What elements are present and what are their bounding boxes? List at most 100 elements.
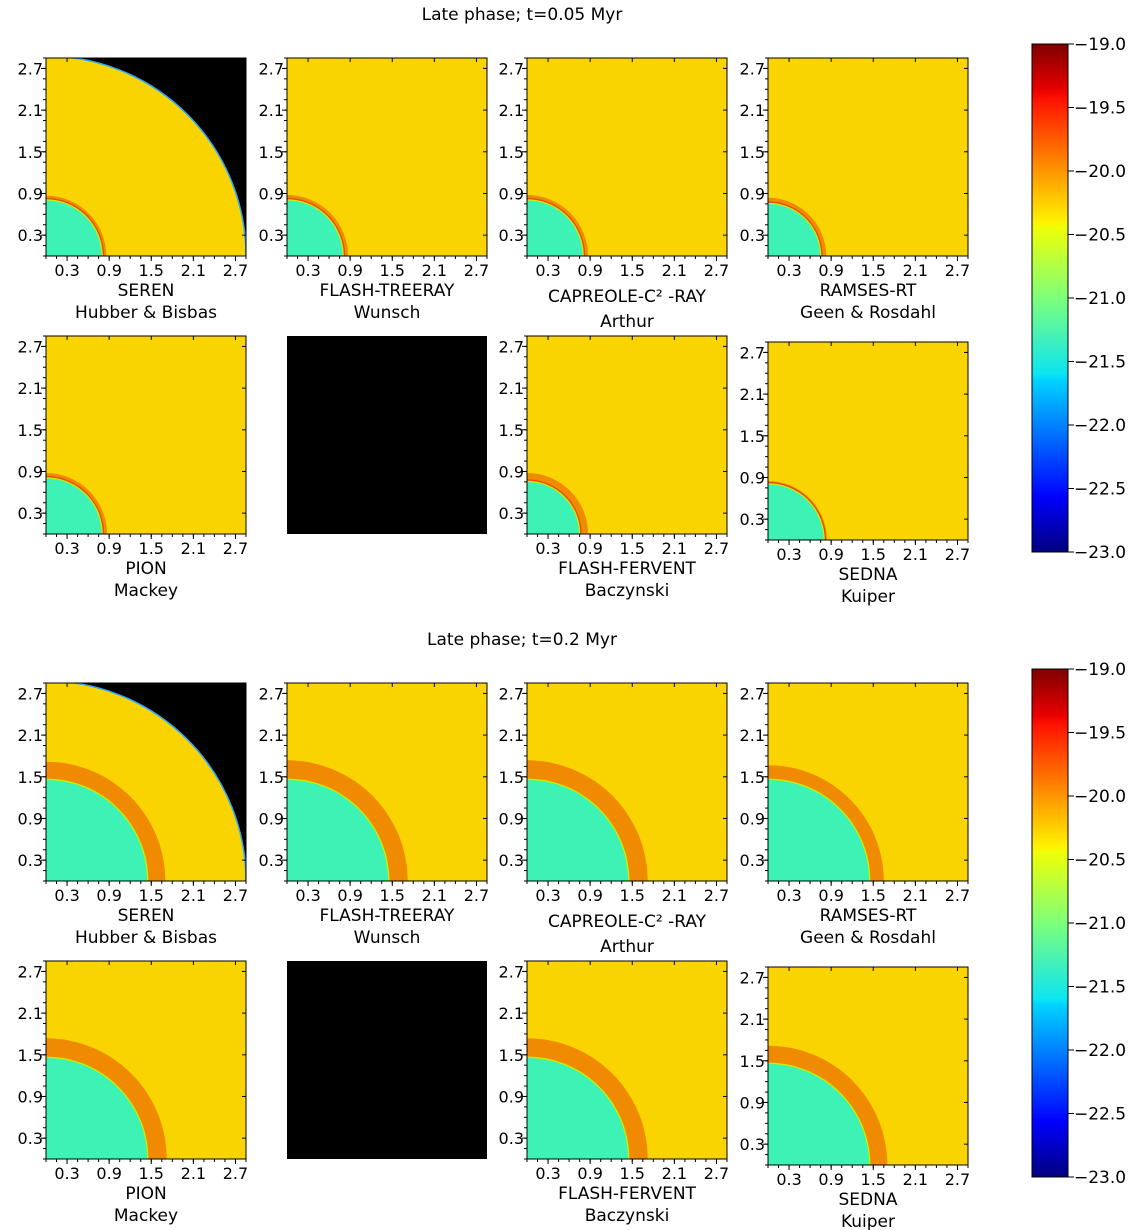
x-tick-label: 0.3 [54,1164,79,1183]
y-tick-label: 0.3 [499,851,524,870]
y-tick-label: 2.1 [499,1004,524,1023]
panel-author-label: Arthur [600,312,654,332]
y-tick-label: 1.5 [18,421,43,440]
heatmap-image [768,58,968,256]
colorbar-tick-label: −22.5 [1074,480,1126,500]
axes-frame [45,335,247,535]
x-tick-label: 0.9 [96,886,121,905]
heatmap-image [527,58,727,256]
x-tick-label: 2.1 [422,886,447,905]
x-tick-label: 2.1 [181,886,206,905]
y-tick-label: 0.3 [18,504,43,523]
x-tick-label: 1.5 [620,1164,645,1183]
x-tick-label: 0.9 [577,261,602,280]
x-tick-label: 1.5 [620,261,645,280]
ionized-region [768,779,870,881]
x-tick-label: 1.5 [380,261,405,280]
panel-capreole-c-ray: 0.3 0.3 0.9 0.9 1.5 1.5 2.1 2.1 2.7 2.7 CAPREOLE-C… [499,57,729,332]
x-tick-label: 0.3 [776,1170,801,1189]
colorbar-tick-label: −22.5 [1074,1105,1126,1125]
axes-frame [526,960,728,1160]
x-tick-label: 0.9 [818,261,843,280]
panel-code-label: RAMSES-RT [820,281,917,301]
x-tick-label: 2.1 [422,261,447,280]
heatmap-image [527,336,727,534]
y-tick-label: 0.3 [740,510,765,529]
y-tick-label: 0.9 [499,462,524,481]
y-tick-label: 0.3 [499,226,524,245]
x-tick-label: 2.1 [662,539,687,558]
y-tick-label: 2.1 [18,1004,43,1023]
x-tick-label: 1.5 [139,1164,164,1183]
panel-author-label: Kuiper [841,587,895,607]
x-tick-label: 1.5 [861,261,886,280]
y-tick-label: 2.7 [499,337,524,356]
y-tick-label: 0.9 [499,1087,524,1106]
panel-code-label: FLASH-FERVENT [558,559,696,579]
y-tick-label: 2.1 [740,726,765,745]
x-tick-label: 2.1 [903,545,928,564]
x-tick-label: 2.7 [945,545,970,564]
axes-frame [767,341,969,541]
x-tick-label: 0.3 [295,886,320,905]
panel-author-label: Hubber & Bisbas [75,928,217,948]
colorbar-tick-label: −19.5 [1074,724,1126,744]
x-tick-label: 0.3 [776,545,801,564]
panel-code-label: SEDNA [839,1190,898,1210]
ionized-region [768,483,825,540]
panel-code-label: SEREN [118,906,175,926]
panel-seren: 0.3 0.3 0.9 0.9 1.5 1.5 2.1 2.1 2.7 2.7 SERENHubbe… [18,57,248,323]
panel-ramses-rt: 0.3 0.3 0.9 0.9 1.5 1.5 2.1 2.1 2.7 2.7 RAMSES-RTG… [740,57,970,323]
x-tick-label: 2.7 [223,261,248,280]
y-tick-label: 1.5 [259,768,284,787]
x-tick-label: 0.9 [337,886,362,905]
panel-author-label: Mackey [114,581,178,601]
y-tick-label: 1.5 [499,143,524,162]
colorbar [1031,668,1069,1178]
y-tick-label: 0.9 [740,184,765,203]
x-tick-label: 0.9 [577,1164,602,1183]
ionized-region [287,199,344,256]
heatmap-image [287,683,487,881]
x-tick-label: 2.1 [181,539,206,558]
y-tick-label: 0.9 [740,1093,765,1112]
colorbar-tick-label: −21.0 [1074,914,1126,934]
y-tick-label: 2.1 [499,101,524,120]
colorbar-tick-label: −19.0 [1074,35,1126,55]
panel-author-label: Hubber & Bisbas [75,303,217,323]
chart-group-2: Late phase; t=0.2 Myr 0.3 0.3 0.9 0.9 1.5 1.5 2… [18,630,1127,1230]
y-tick-label: 2.7 [740,968,765,987]
y-tick-label: 1.5 [18,1046,43,1065]
chart-title: Late phase; t=0.2 Myr [427,630,617,650]
colorbar-tick-label: −21.5 [1074,353,1126,373]
empty-panel [287,336,487,534]
panel-flash-fervent: 0.3 0.3 0.9 0.9 1.5 1.5 2.1 2.1 2.7 2.7 FLASH-FERV… [499,335,729,601]
y-tick-label: 2.1 [259,726,284,745]
x-tick-label: 1.5 [620,886,645,905]
y-tick-label: 0.3 [259,226,284,245]
x-tick-label: 0.9 [337,261,362,280]
ionized-region [46,477,103,534]
x-tick-label: 2.1 [662,1164,687,1183]
colorbar-tick-label: −19.0 [1074,660,1126,680]
x-tick-label: 2.7 [945,1170,970,1189]
y-tick-label: 1.5 [740,143,765,162]
heatmap-image [527,961,727,1159]
y-tick-label: 0.9 [18,462,43,481]
axes-frame [286,57,488,257]
axes-frame [45,57,247,257]
x-tick-label: 2.7 [223,539,248,558]
ambient-medium [46,58,246,256]
x-tick-label: 0.3 [776,886,801,905]
colorbar-tick-label: −20.5 [1074,226,1126,246]
y-tick-label: 2.7 [740,684,765,703]
y-tick-label: 0.3 [18,1129,43,1148]
x-tick-label: 2.7 [704,261,729,280]
axes-frame [45,682,247,882]
ionized-region [527,481,580,534]
x-tick-label: 0.3 [54,886,79,905]
x-tick-label: 0.9 [96,261,121,280]
panel-code-label: PION [125,1184,166,1204]
y-tick-label: 0.3 [18,226,43,245]
